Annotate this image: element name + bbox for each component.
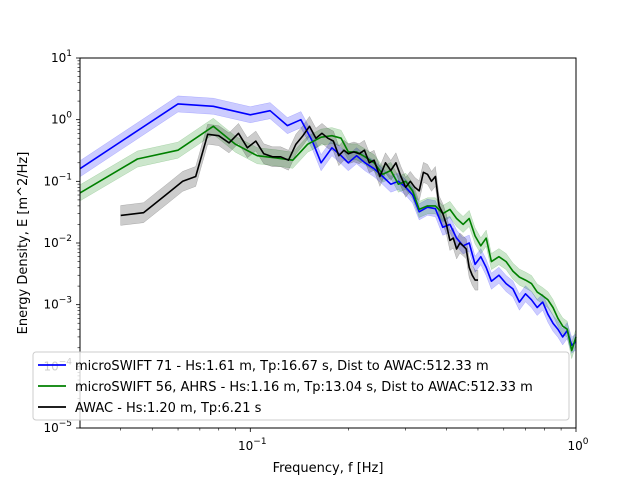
y-tick-label: 10−2 [43,234,72,250]
y-tick-label: 10−1 [43,172,72,188]
legend-items: microSWIFT 71 - Hs:1.61 m, Tp:16.67 s, D… [38,359,533,416]
legend-label-2: AWAC - Hs:1.20 m, Tp:6.21 s [75,401,262,416]
y-tick-label: 10−3 [43,296,72,312]
series-line-1 [79,125,577,352]
y-tick-label: 101 [51,49,72,65]
legend-label-0: microSWIFT 71 - Hs:1.61 m, Tp:16.67 s, D… [75,359,489,374]
y-tick-label: 100 [51,111,72,127]
y-axis-label: Energy Density, E [m^2/Hz] [16,152,31,335]
series-lines [79,103,577,352]
legend: microSWIFT 71 - Hs:1.61 m, Tp:16.67 s, D… [32,351,570,421]
x-tick-label: 10−1 [238,437,267,453]
legend-label-1: microSWIFT 56, AHRS - Hs:1.16 m, Tp:13.0… [75,380,533,395]
legend-box [32,351,570,421]
y-tick-label: 10−5 [43,419,72,435]
series-line-0 [79,103,577,347]
series-line-2 [120,125,478,281]
x-tick-label: 100 [567,437,588,453]
x-axis-label: Frequency, f [Hz] [273,461,384,476]
